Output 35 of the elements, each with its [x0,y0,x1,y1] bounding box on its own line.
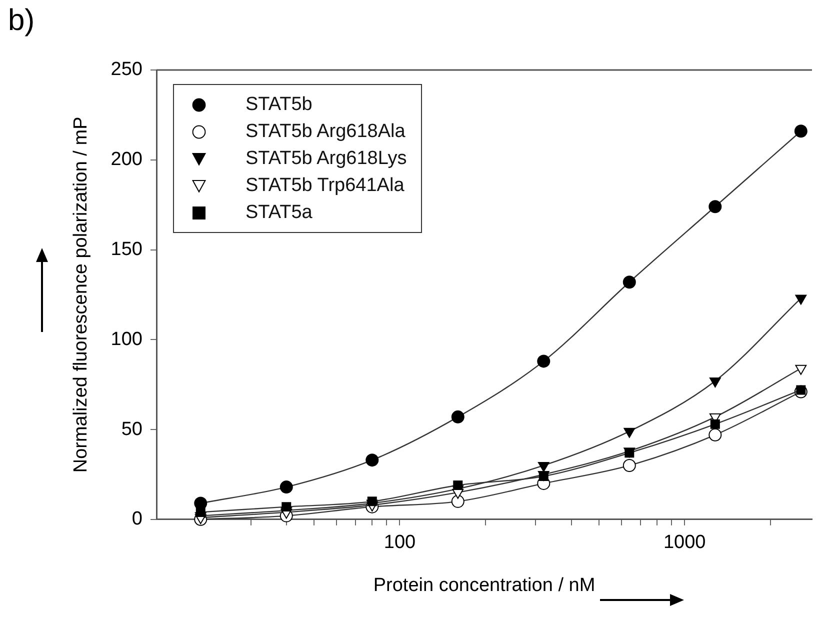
point [795,294,807,305]
point [453,480,463,490]
y-axis-title: Normalized fluorescence polarization / mP [70,116,92,473]
point [708,428,722,442]
y-tick-label: 200 [110,149,142,170]
point [366,454,379,467]
point [709,377,721,388]
legend-label: STAT5a [246,201,312,225]
point [282,502,292,512]
legend-label: STAT5b [246,93,312,117]
x-tick-label: 1000 [663,532,706,554]
legend-label: STAT5b Arg618Ala [246,120,406,144]
legend-label: STAT5b Arg618Lys [246,147,407,171]
y-tick-label: 50 [121,418,142,440]
y-tick-label: 250 [110,59,142,80]
point [537,354,550,368]
point [624,428,636,438]
point [538,462,550,472]
point [196,507,206,517]
y-tick-label: 150 [110,238,142,260]
y-tick-label: 100 [110,328,142,350]
point [794,124,808,138]
y-tick-label: 0 [132,508,142,530]
point [622,276,636,289]
point [280,480,293,494]
point [451,410,464,424]
point [622,458,636,472]
point [451,494,464,508]
point [367,496,377,506]
point [795,364,807,375]
text: b) [8,4,35,37]
point [710,419,720,429]
legend-label: STAT5b Trp641Ala [246,174,404,198]
point [708,200,722,214]
x-axis-title: Protein concentration / nM [373,574,596,596]
